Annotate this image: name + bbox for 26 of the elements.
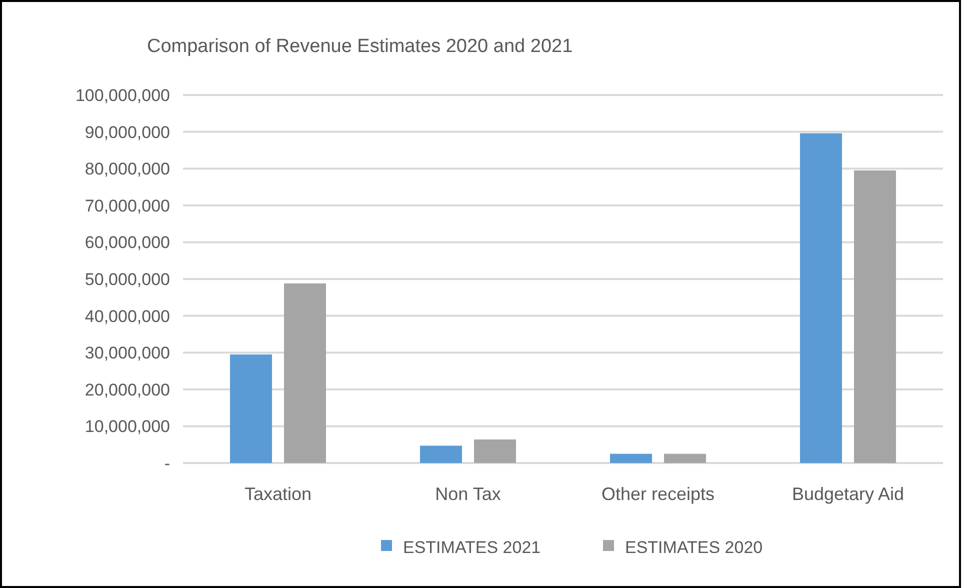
y-tick-label: 90,000,000 [84,122,170,142]
y-tick-label: 10,000,000 [84,417,170,436]
y-tick-label: 40,000,000 [84,306,170,326]
x-tick-label: Taxation [244,484,312,504]
bar [610,454,652,463]
y-tick-label: 50,000,000 [84,270,170,289]
y-tick-label: 80,000,000 [84,160,170,179]
bar [474,439,516,463]
x-tick-label: Non Tax [435,484,501,504]
y-tick-label: 100,000,000 [75,86,170,105]
y-tick-label: 20,000,000 [84,380,170,400]
bar [230,354,272,463]
legend-label: ESTIMATES 2021 [403,538,541,557]
x-tick-label: Budgetary Aid [792,484,904,504]
chart-title: Comparison of Revenue Estimates 2020 and 2021 [147,36,573,57]
y-tick-label: 70,000,000 [84,196,170,216]
y-tick-label: 30,000,000 [84,344,170,363]
bar [284,283,326,463]
bar [664,454,706,463]
bar [420,446,462,463]
x-tick-label: Other receipts [601,484,715,504]
bar [800,133,842,463]
y-tick-label: 60,000,000 [84,233,170,252]
y-tick-label: - [164,454,170,473]
bar [854,170,896,463]
legend-label: ESTIMATES 2020 [625,538,763,557]
